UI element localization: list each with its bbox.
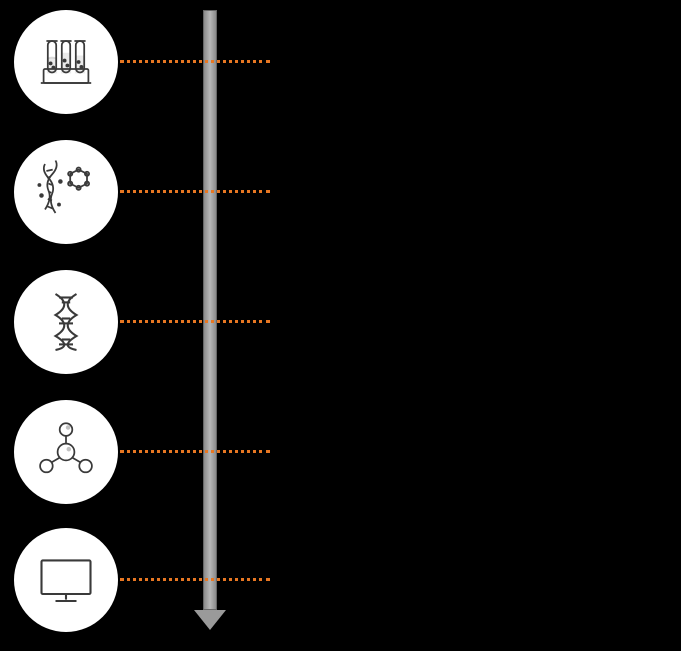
timeline-arrow [203, 10, 217, 625]
connector-2 [120, 190, 270, 193]
step-circle-3 [14, 270, 118, 374]
arrow-shaft [203, 10, 217, 610]
step-circle-5 [14, 528, 118, 632]
arrow-head [194, 610, 226, 630]
step-circle-4 [14, 400, 118, 504]
connector-5 [120, 578, 270, 581]
connector-1 [120, 60, 270, 63]
monitor-icon [31, 545, 101, 615]
molecule-icon [31, 417, 101, 487]
test-tubes-icon [31, 27, 101, 97]
step-circle-2 [14, 140, 118, 244]
step-circle-1 [14, 10, 118, 114]
dna-molecule-icon [31, 157, 101, 227]
connector-4 [120, 450, 270, 453]
connector-3 [120, 320, 270, 323]
dna-helix-icon [31, 287, 101, 357]
